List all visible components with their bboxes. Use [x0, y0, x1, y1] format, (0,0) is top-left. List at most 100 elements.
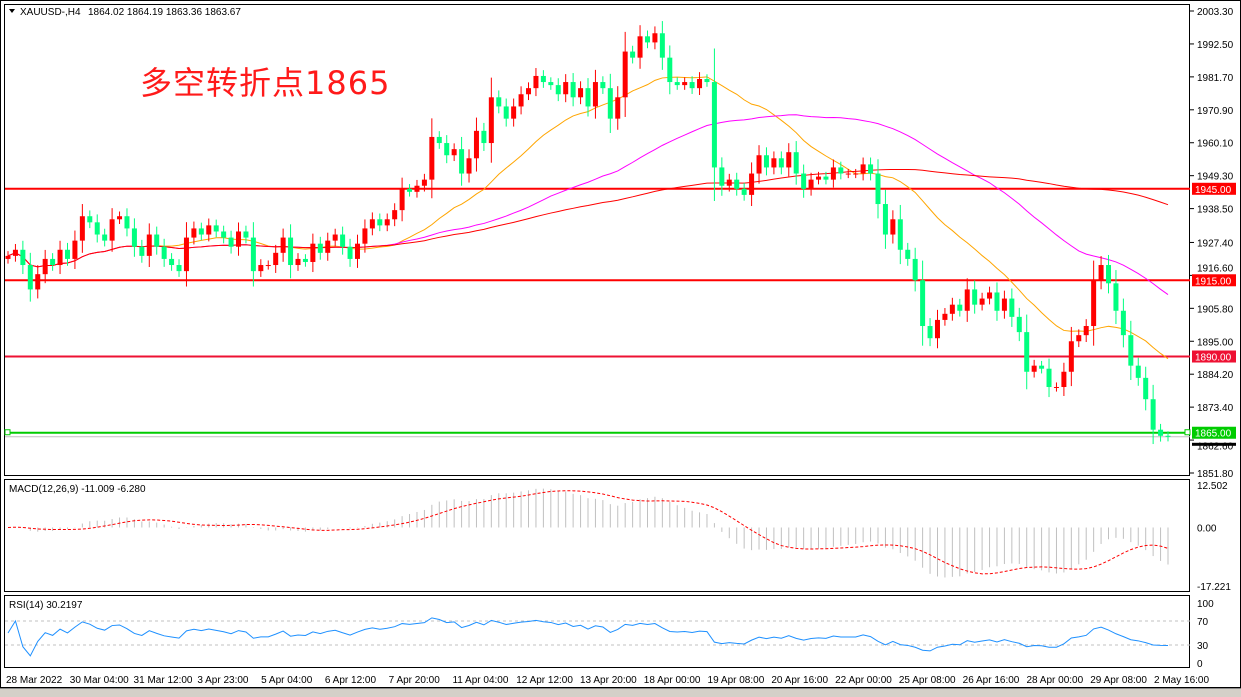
- candle-body: [808, 179, 814, 189]
- candle-body: [927, 326, 933, 339]
- candle-body: [838, 167, 844, 174]
- price-tick-label: 2003.30: [1197, 7, 1234, 18]
- level-price-badge: [1192, 274, 1236, 287]
- level-price-badge: [1192, 182, 1236, 195]
- time-label: 29 Apr 08:00: [1090, 675, 1147, 686]
- candle-body: [972, 289, 978, 305]
- candle-body: [994, 292, 1000, 311]
- time-label: 18 Apr 00:00: [644, 675, 701, 686]
- symbol-label: XAUUSD-,H4: [20, 7, 81, 18]
- candle-body: [87, 216, 93, 223]
- level-handle: [1184, 429, 1191, 436]
- candle-body: [176, 265, 182, 272]
- candle-body: [414, 185, 420, 192]
- candle-body: [317, 243, 323, 253]
- candle-body: [912, 258, 918, 281]
- level-price-label: 1945.00: [1195, 185, 1232, 196]
- candle-body: [763, 155, 769, 168]
- collapse-triangle-icon[interactable]: [9, 9, 15, 13]
- price-tick-label: 1851.80: [1197, 469, 1234, 480]
- candle-body: [407, 188, 413, 192]
- candle-body: [347, 246, 353, 259]
- candle-body: [354, 243, 360, 259]
- candle-body: [875, 173, 881, 205]
- candle-body: [1083, 326, 1089, 336]
- candle-body: [310, 243, 316, 262]
- candle-body: [444, 143, 450, 156]
- candle-body: [35, 274, 41, 290]
- candle-body: [600, 82, 606, 89]
- candle-body: [1061, 371, 1067, 388]
- candle-body: [1031, 365, 1037, 372]
- candle-body: [949, 304, 955, 314]
- time-label: 28 Apr 00:00: [1026, 675, 1083, 686]
- candle-body: [1024, 332, 1030, 372]
- candle-body: [682, 82, 688, 86]
- candle-body: [793, 152, 799, 174]
- candle-body: [711, 82, 717, 168]
- level-handle: [4, 429, 11, 436]
- candle-body: [942, 313, 948, 320]
- candle-body: [102, 234, 108, 241]
- candle-body: [436, 136, 442, 144]
- price-tick-label: 1927.40: [1197, 238, 1234, 249]
- candle-body: [1091, 280, 1097, 327]
- candle-body: [221, 231, 227, 238]
- candle-body: [570, 82, 576, 98]
- candle-body: [704, 79, 710, 83]
- candle-body: [540, 75, 546, 83]
- candle-body: [280, 237, 286, 253]
- candle-body: [801, 173, 807, 189]
- price-tick-label: 1895.00: [1197, 337, 1234, 348]
- price-tick-label: 1938.50: [1197, 205, 1234, 216]
- rsi-tick-label: 0: [1197, 659, 1203, 670]
- candle-body: [674, 82, 680, 86]
- candle-body: [920, 280, 926, 327]
- candle-body: [399, 188, 405, 211]
- candle-body: [198, 228, 204, 235]
- candle-body: [592, 82, 598, 107]
- candle-body: [511, 106, 517, 119]
- candle-body: [273, 252, 279, 266]
- candle-body: [771, 158, 777, 168]
- rsi-tick-label: 30: [1197, 641, 1209, 652]
- macd-label: MACD(12,26,9) -11.009 -6.280: [9, 484, 146, 495]
- candle-body: [957, 304, 963, 311]
- candle-body: [734, 179, 740, 189]
- time-label: 22 Apr 00:00: [835, 675, 892, 686]
- price-tick-label: 1949.30: [1197, 172, 1234, 183]
- candle-body: [1150, 399, 1156, 430]
- price-tick-label: 1873.40: [1197, 403, 1234, 414]
- candle-body: [1046, 368, 1052, 388]
- candle-body: [689, 82, 695, 89]
- price-tick-label: 1992.50: [1197, 40, 1234, 51]
- candle-body: [882, 204, 888, 235]
- candle-body: [146, 234, 152, 256]
- time-label: 13 Apr 20:00: [580, 675, 637, 686]
- time-label: 11 Apr 04:00: [452, 675, 508, 686]
- tab-bar: [0, 688, 1241, 697]
- time-label: 20 Apr 16:00: [771, 675, 828, 686]
- candle-body: [979, 298, 985, 305]
- candle-body: [555, 85, 561, 95]
- candle-body: [213, 225, 219, 232]
- candle-body: [228, 237, 234, 247]
- candle-body: [1128, 335, 1134, 366]
- candle-body: [57, 249, 63, 266]
- candle-body: [377, 219, 383, 226]
- candle-body: [459, 149, 465, 174]
- candle-body: [1120, 310, 1126, 336]
- candle-body: [392, 210, 398, 220]
- price-tick-label: 1905.80: [1197, 304, 1234, 315]
- candle-body: [778, 158, 784, 168]
- candle-body: [295, 258, 301, 266]
- candle-body: [1001, 298, 1007, 311]
- level-price-label: 1865.00: [1195, 429, 1232, 440]
- level-price-badge: [1192, 426, 1236, 439]
- candle-body: [302, 258, 308, 262]
- candle-body: [518, 94, 524, 107]
- candle-body: [288, 237, 294, 266]
- candle-body: [42, 258, 48, 275]
- candle-body: [503, 106, 509, 119]
